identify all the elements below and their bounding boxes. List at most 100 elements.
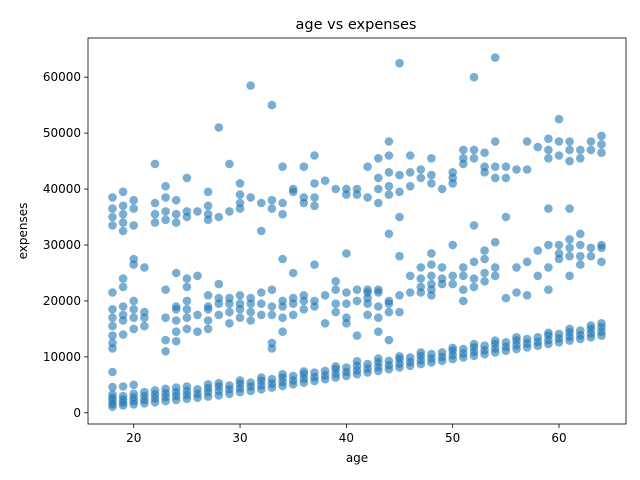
data-point	[278, 254, 287, 264]
y-tick-label: 40000	[43, 182, 81, 196]
data-point	[193, 271, 202, 281]
data-point	[469, 145, 479, 155]
data-point	[118, 218, 128, 227]
data-point	[363, 193, 372, 202]
data-point	[490, 336, 500, 345]
data-point	[565, 243, 574, 253]
data-point	[267, 285, 277, 295]
data-point	[331, 285, 341, 295]
data-point	[171, 218, 181, 227]
data-point	[108, 313, 117, 323]
data-point	[193, 385, 202, 394]
data-point	[182, 207, 192, 216]
data-point	[140, 307, 149, 317]
data-point	[150, 198, 160, 208]
data-point	[225, 381, 234, 390]
data-point	[363, 310, 372, 320]
x-tick-label: 20	[126, 431, 141, 445]
data-point	[235, 198, 245, 208]
data-point	[267, 100, 277, 110]
data-point	[480, 246, 489, 255]
data-point	[448, 240, 458, 250]
y-axis-label: expenses	[16, 203, 30, 260]
data-point	[459, 271, 468, 281]
data-point	[246, 81, 255, 90]
data-point	[544, 285, 553, 295]
data-point	[118, 274, 128, 283]
data-point	[267, 374, 277, 384]
data-point	[246, 307, 255, 317]
data-point	[384, 151, 394, 160]
data-point	[193, 310, 202, 320]
data-point	[427, 179, 436, 188]
data-point	[469, 257, 479, 267]
data-point	[522, 334, 532, 344]
data-point	[437, 274, 447, 283]
data-point	[586, 251, 596, 261]
data-point	[288, 371, 298, 381]
data-point	[565, 204, 574, 213]
data-point	[235, 299, 245, 309]
data-point	[129, 324, 138, 334]
data-point	[384, 137, 394, 146]
data-point	[533, 271, 543, 281]
data-point	[203, 302, 213, 311]
data-point	[352, 285, 362, 295]
data-point	[416, 348, 426, 357]
data-point	[405, 151, 415, 160]
data-point	[459, 145, 468, 155]
data-point	[405, 181, 415, 191]
data-point	[129, 204, 138, 213]
data-point	[118, 302, 128, 311]
data-point	[320, 366, 330, 376]
data-point	[480, 162, 489, 171]
data-point	[427, 260, 436, 269]
data-point	[544, 263, 553, 272]
data-point	[565, 324, 574, 334]
data-point	[522, 165, 532, 174]
data-point	[501, 293, 511, 303]
data-point	[331, 299, 341, 309]
data-point	[310, 151, 319, 160]
data-point	[108, 204, 117, 213]
data-point	[501, 173, 511, 183]
data-point	[278, 313, 287, 323]
data-point	[310, 368, 319, 377]
data-point	[374, 173, 383, 183]
data-point	[576, 240, 585, 250]
data-point	[108, 305, 117, 314]
data-point	[267, 338, 277, 348]
data-point	[384, 335, 394, 345]
data-point	[310, 260, 319, 269]
data-point	[331, 307, 341, 317]
data-point	[597, 240, 606, 250]
data-point	[108, 338, 117, 348]
data-point	[554, 137, 564, 146]
data-point	[554, 329, 564, 339]
data-point	[352, 296, 362, 306]
data-point	[182, 274, 192, 283]
data-point	[597, 131, 606, 141]
data-point	[405, 353, 415, 362]
data-point	[320, 176, 330, 185]
data-point	[416, 165, 426, 174]
data-point	[214, 212, 224, 222]
data-point	[182, 296, 192, 306]
data-point	[480, 148, 489, 157]
data-point	[544, 328, 553, 338]
data-point	[182, 173, 192, 183]
data-point	[586, 321, 596, 330]
data-point	[395, 212, 404, 222]
data-point	[342, 184, 351, 194]
data-point	[129, 195, 138, 205]
data-point	[342, 288, 351, 297]
data-point	[108, 212, 117, 222]
data-point	[235, 313, 245, 323]
data-point	[118, 310, 128, 320]
data-point	[554, 151, 564, 160]
data-point	[310, 201, 319, 211]
data-point	[448, 271, 458, 281]
data-point	[161, 207, 170, 216]
data-point	[257, 373, 266, 382]
